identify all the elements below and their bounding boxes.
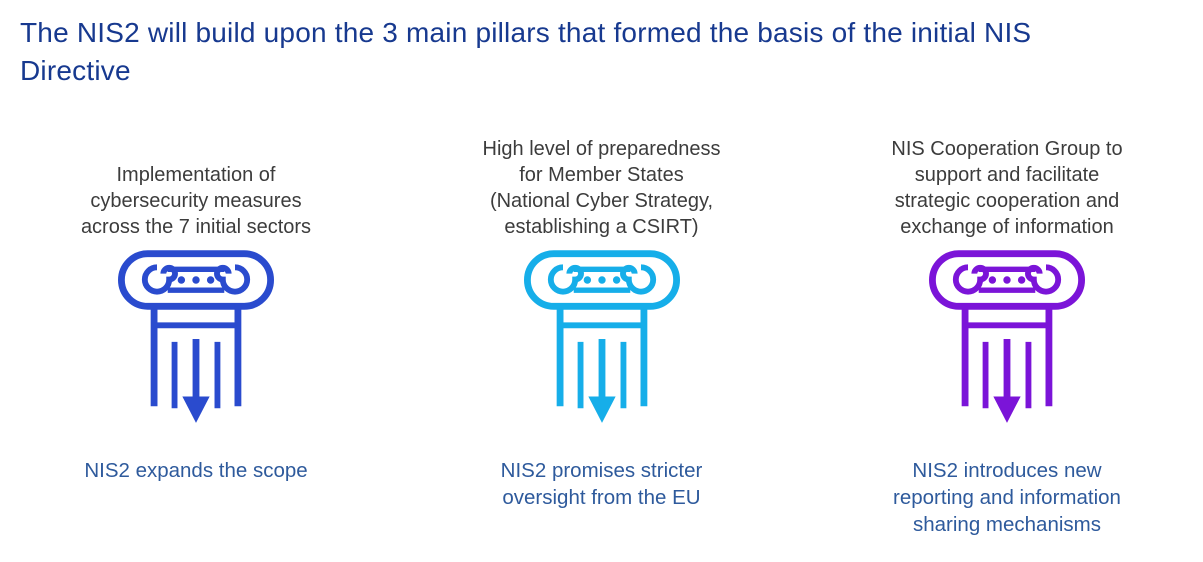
pillar-description: Implementation of cybersecurity measures… — [80, 164, 312, 238]
pillar-column-1: Implementation of cybersecurity measures… — [26, 128, 366, 538]
page-title: The NIS2 will build upon the 3 main pill… — [20, 17, 1032, 86]
pillar-caption: NIS2 promises stricter oversight from th… — [500, 459, 703, 509]
greek-column-down-arrow-icon — [929, 250, 1085, 426]
pillar-column-3: NIS Cooperation Group to support and fac… — [837, 128, 1177, 538]
pillar-description: High level of preparedness for Member St… — [482, 138, 721, 238]
pillar-columns: Implementation of cybersecurity measures… — [0, 128, 1203, 538]
pillar-description: NIS Cooperation Group to support and fac… — [891, 138, 1123, 238]
greek-column-down-arrow-icon — [118, 250, 274, 426]
slide: The NIS2 will build upon the 3 main pill… — [0, 14, 1203, 562]
pillar-caption: NIS2 introduces new reporting and inform… — [893, 459, 1121, 536]
pillar-caption: NIS2 expands the scope — [84, 459, 308, 482]
greek-column-down-arrow-icon — [523, 250, 680, 426]
pillar-column-2: High level of preparedness for Member St… — [432, 128, 772, 538]
